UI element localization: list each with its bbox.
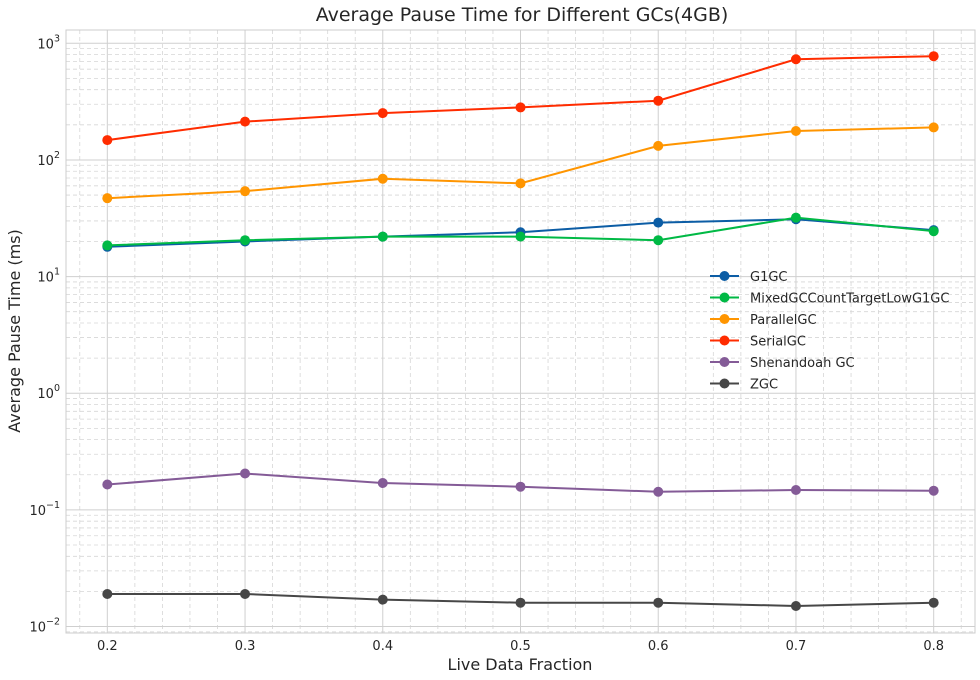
legend-label-shenandoah-gc: Shenandoah GC bbox=[750, 356, 855, 371]
data-point-shenandoah-gc bbox=[790, 485, 801, 496]
legend-label-serialgc: SerialGC bbox=[750, 335, 806, 350]
legend-marker-zgc bbox=[719, 378, 730, 389]
x-tick-label: 0.3 bbox=[235, 639, 256, 654]
legend-marker-parallelgc bbox=[719, 314, 730, 324]
data-point-shenandoah-gc bbox=[928, 485, 939, 496]
data-point-mixedgccounttargetlowg1gc bbox=[928, 226, 939, 237]
x-tick-label: 0.4 bbox=[372, 639, 393, 654]
x-tick-label: 0.6 bbox=[648, 639, 669, 654]
data-point-zgc bbox=[928, 597, 939, 608]
y-tick-exponent: 1 bbox=[54, 267, 60, 278]
data-point-mixedgccounttargetlowg1gc bbox=[653, 235, 664, 246]
y-tick-exponent: −1 bbox=[46, 500, 60, 511]
data-point-serialgc bbox=[240, 116, 251, 127]
y-tick-base: 10 bbox=[29, 621, 46, 636]
y-tick-label: 103 bbox=[37, 33, 60, 52]
data-point-serialgc bbox=[653, 95, 664, 106]
data-point-serialgc bbox=[377, 108, 388, 119]
legend-label-mixedgccounttargetlowg1gc: MixedGCCountTargetLowG1GC bbox=[750, 292, 949, 307]
y-tick-base: 10 bbox=[37, 387, 54, 402]
data-point-zgc bbox=[102, 589, 113, 600]
data-point-serialgc bbox=[515, 102, 526, 113]
data-point-shenandoah-gc bbox=[653, 486, 664, 497]
y-axis-label: Average Pause Time (ms) bbox=[5, 229, 24, 433]
data-point-mixedgccounttargetlowg1gc bbox=[240, 235, 251, 246]
y-tick-label: 101 bbox=[37, 267, 60, 286]
legend-marker-mixedgccounttargetlowg1gc bbox=[719, 292, 730, 303]
data-point-parallelgc bbox=[377, 173, 388, 184]
plot-frame bbox=[65, 29, 976, 634]
data-point-mixedgccounttargetlowg1gc bbox=[102, 240, 113, 251]
legend-marker-g1gc bbox=[719, 271, 730, 281]
series-lines bbox=[102, 51, 939, 611]
data-point-zgc bbox=[515, 597, 526, 608]
data-point-shenandoah-gc bbox=[240, 468, 251, 479]
data-point-shenandoah-gc bbox=[377, 477, 388, 488]
y-tick-exponent: 3 bbox=[54, 33, 60, 44]
data-point-zgc bbox=[653, 597, 664, 608]
y-tick-base: 10 bbox=[37, 271, 54, 286]
data-point-zgc bbox=[377, 594, 388, 605]
x-tick-labels: 0.2 0.3 0.4 0.5 0.6 0.7 0.8 bbox=[97, 639, 944, 654]
data-point-parallelgc bbox=[790, 126, 801, 137]
data-point-mixedgccounttargetlowg1gc bbox=[515, 231, 526, 242]
x-tick-label: 0.7 bbox=[786, 639, 807, 654]
legend: G1GC MixedGCCountTargetLowG1GC ParallelGC S… bbox=[710, 270, 949, 393]
grid bbox=[66, 30, 975, 633]
y-tick-exponent: 0 bbox=[54, 383, 60, 394]
data-point-parallelgc bbox=[515, 178, 526, 189]
y-tick-base: 10 bbox=[29, 504, 46, 519]
y-tick-exponent: 2 bbox=[54, 150, 60, 161]
data-point-mixedgccounttargetlowg1gc bbox=[790, 212, 801, 223]
legend-marker-serialgc bbox=[719, 335, 730, 346]
legend-label-zgc: ZGC bbox=[750, 378, 778, 393]
y-tick-exponent: −2 bbox=[46, 617, 60, 628]
y-tick-label: 10−1 bbox=[29, 500, 60, 519]
data-point-parallelgc bbox=[240, 186, 251, 197]
data-point-shenandoah-gc bbox=[102, 479, 113, 490]
data-point-shenandoah-gc bbox=[515, 481, 526, 492]
data-point-parallelgc bbox=[653, 140, 664, 151]
data-point-mixedgccounttargetlowg1gc bbox=[377, 231, 388, 242]
data-point-parallelgc bbox=[928, 122, 939, 133]
legend-label-g1gc: G1GC bbox=[750, 270, 788, 285]
data-point-g1gc bbox=[653, 217, 664, 228]
y-tick-base: 10 bbox=[37, 154, 54, 169]
y-tick-base: 10 bbox=[37, 37, 54, 52]
y-tick-label: 10−2 bbox=[29, 617, 60, 636]
x-tick-label: 0.5 bbox=[510, 639, 531, 654]
legend-marker-shenandoah-gc bbox=[719, 357, 730, 367]
data-point-zgc bbox=[790, 600, 801, 611]
data-point-zgc bbox=[240, 589, 251, 600]
data-point-serialgc bbox=[928, 51, 939, 62]
x-tick-label: 0.2 bbox=[97, 639, 118, 654]
x-axis-label: Live Data Fraction bbox=[448, 655, 593, 674]
y-tick-label: 100 bbox=[37, 383, 60, 402]
y-tick-label: 102 bbox=[37, 150, 60, 169]
data-point-serialgc bbox=[790, 54, 801, 65]
chart-title: Average Pause Time for Different GCs(4GB… bbox=[316, 4, 729, 26]
data-point-serialgc bbox=[102, 135, 113, 146]
legend-label-parallelgc: ParallelGC bbox=[750, 313, 817, 328]
data-point-parallelgc bbox=[102, 193, 113, 204]
x-tick-label: 0.8 bbox=[923, 639, 944, 654]
